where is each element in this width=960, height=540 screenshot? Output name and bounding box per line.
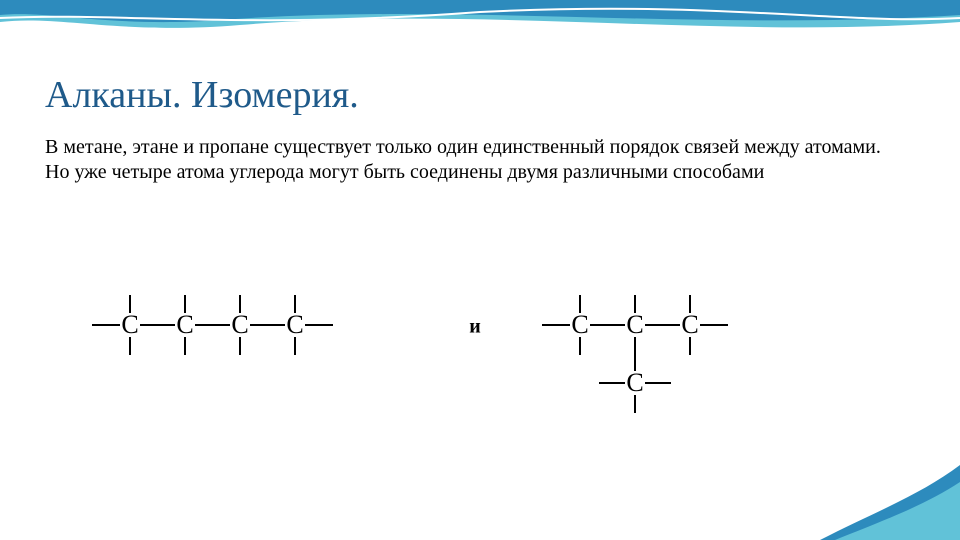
carbon-atom: С — [176, 310, 193, 340]
bond-vertical — [689, 295, 691, 313]
slide-body-text: В метане, этане и пропане существует тол… — [45, 135, 895, 186]
bond-vertical — [129, 337, 131, 355]
carbon-atom: С — [681, 310, 698, 340]
carbon-atom: С — [571, 310, 588, 340]
bond-vertical — [184, 337, 186, 355]
bond-vertical — [294, 295, 296, 313]
bond-vertical — [129, 295, 131, 313]
bond-vertical — [634, 337, 636, 371]
carbon-atom: С — [286, 310, 303, 340]
bond-horizontal — [140, 324, 175, 326]
bond-horizontal — [195, 324, 230, 326]
slide-title: Алканы. Изомерия. — [45, 75, 915, 117]
bond-horizontal — [92, 324, 120, 326]
carbon-atom: С — [121, 310, 138, 340]
bond-horizontal — [700, 324, 728, 326]
bond-vertical — [634, 395, 636, 413]
carbon-atom: С — [626, 368, 643, 398]
carbon-atom: С — [626, 310, 643, 340]
bond-horizontal — [645, 324, 680, 326]
bond-vertical — [579, 337, 581, 355]
bond-vertical — [184, 295, 186, 313]
bond-vertical — [579, 295, 581, 313]
bond-horizontal — [542, 324, 570, 326]
bond-horizontal — [590, 324, 625, 326]
top-wave-decoration — [0, 0, 960, 55]
slide-content: Алканы. Изомерия. В метане, этане и проп… — [45, 75, 915, 186]
bond-horizontal — [599, 382, 625, 384]
bond-horizontal — [250, 324, 285, 326]
bond-horizontal — [305, 324, 333, 326]
bond-vertical — [294, 337, 296, 355]
conjunction-text: и — [469, 316, 481, 339]
bond-vertical — [634, 295, 636, 313]
bond-vertical — [239, 337, 241, 355]
bond-vertical — [689, 337, 691, 355]
molecule-diagram: ССССССССи — [0, 275, 960, 445]
carbon-atom: С — [231, 310, 248, 340]
bond-horizontal — [645, 382, 671, 384]
corner-decoration — [820, 440, 960, 540]
bond-vertical — [239, 295, 241, 313]
